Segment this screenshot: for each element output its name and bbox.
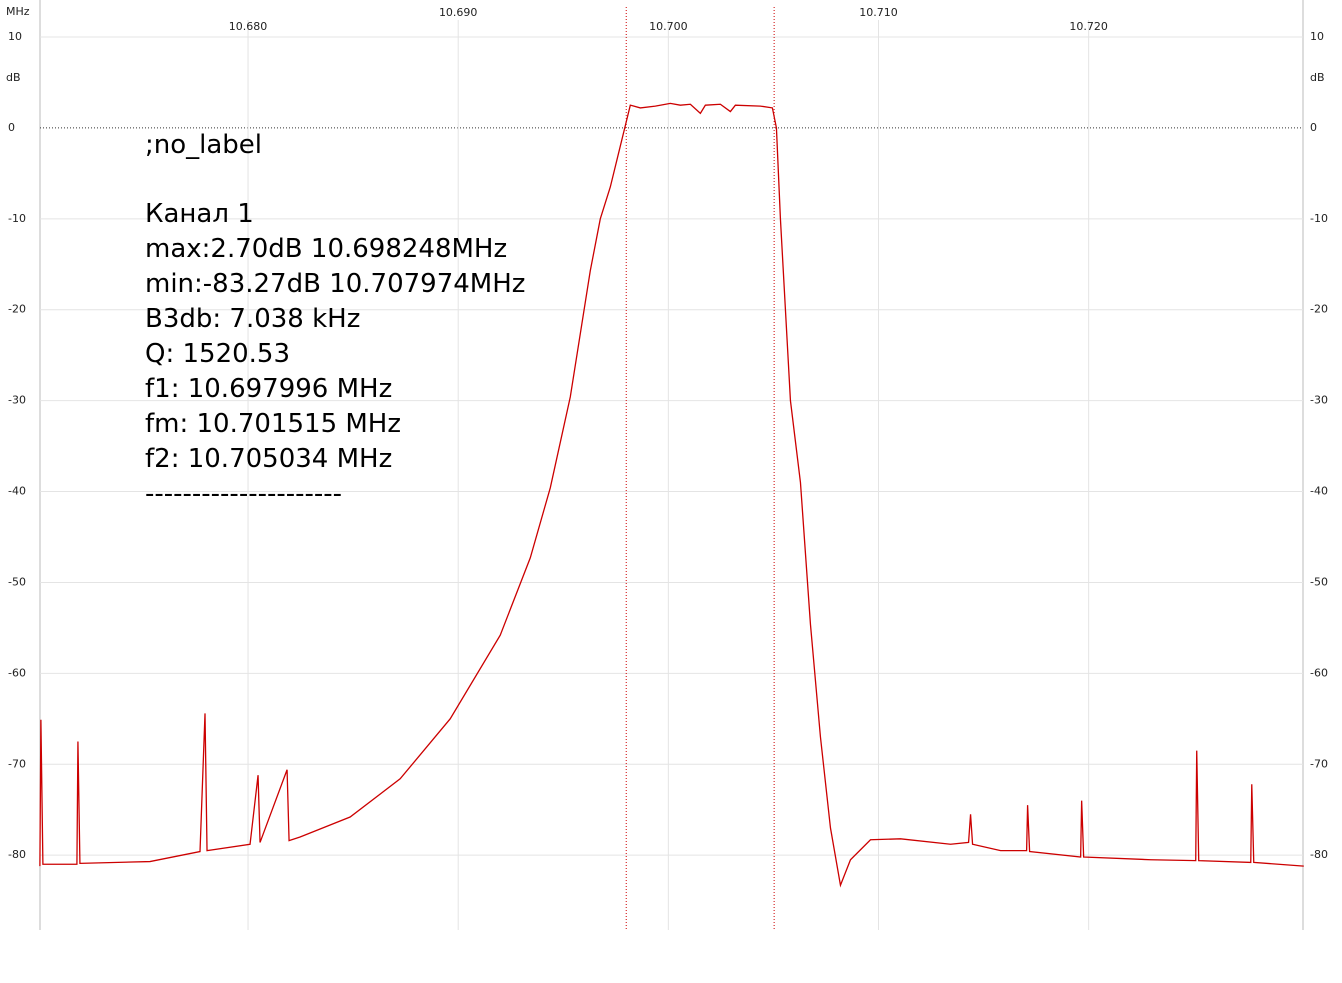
annotation: fm: 10.701515 MHz bbox=[145, 409, 401, 439]
y-tick-label-right: -50 bbox=[1310, 575, 1328, 588]
x-tick-label: 10.700 bbox=[649, 20, 688, 33]
y-tick-label-right: 0 bbox=[1310, 121, 1317, 134]
y-tick-label-left: -20 bbox=[8, 303, 26, 316]
y-tick-label-left: 0 bbox=[8, 121, 15, 134]
annotation: ;no_label bbox=[145, 130, 262, 160]
x-unit: MHz bbox=[6, 5, 30, 18]
y-tick-label-left: -50 bbox=[8, 575, 26, 588]
y-tick-label-right: 10 bbox=[1310, 30, 1324, 43]
annotation: max:2.70dB 10.698248MHz bbox=[145, 234, 507, 264]
x-tick-label: 10.710 bbox=[859, 6, 898, 19]
y-unit-left: dB bbox=[6, 71, 21, 84]
annotation: Q: 1520.53 bbox=[145, 339, 290, 369]
x-tick-label: 10.680 bbox=[229, 20, 268, 33]
annotation: f2: 10.705034 MHz bbox=[145, 444, 392, 474]
y-tick-label-right: -20 bbox=[1310, 303, 1328, 316]
y-tick-label-right: -40 bbox=[1310, 485, 1328, 498]
y-tick-label-left: -80 bbox=[8, 848, 26, 861]
y-tick-label-left: -30 bbox=[8, 394, 26, 407]
y-tick-label-right: -80 bbox=[1310, 848, 1328, 861]
y-tick-label-right: -60 bbox=[1310, 666, 1328, 679]
y-tick-label-left: -40 bbox=[8, 485, 26, 498]
y-tick-label-left: -70 bbox=[8, 757, 26, 770]
annotation: min:-83.27dB 10.707974MHz bbox=[145, 269, 525, 299]
y-tick-label-left: -10 bbox=[8, 212, 26, 225]
y-tick-label-left: -60 bbox=[8, 666, 26, 679]
annotation: Канал 1 bbox=[145, 199, 254, 229]
annotation: f1: 10.697996 MHz bbox=[145, 374, 392, 404]
trace bbox=[39, 102, 1304, 888]
y-unit-right: dB bbox=[1310, 71, 1325, 84]
y-tick-label-right: -10 bbox=[1310, 212, 1328, 225]
y-tick-label-right: -30 bbox=[1310, 394, 1328, 407]
x-tick-label: 10.690 bbox=[439, 6, 478, 19]
plot-background bbox=[0, 0, 1342, 932]
y-tick-label-right: -70 bbox=[1310, 757, 1328, 770]
annotation: --------------------- bbox=[145, 479, 342, 509]
y-tick-label-left: 10 bbox=[8, 30, 22, 43]
x-tick-label: 10.720 bbox=[1069, 20, 1108, 33]
annotation: B3db: 7.038 kHz bbox=[145, 304, 360, 334]
